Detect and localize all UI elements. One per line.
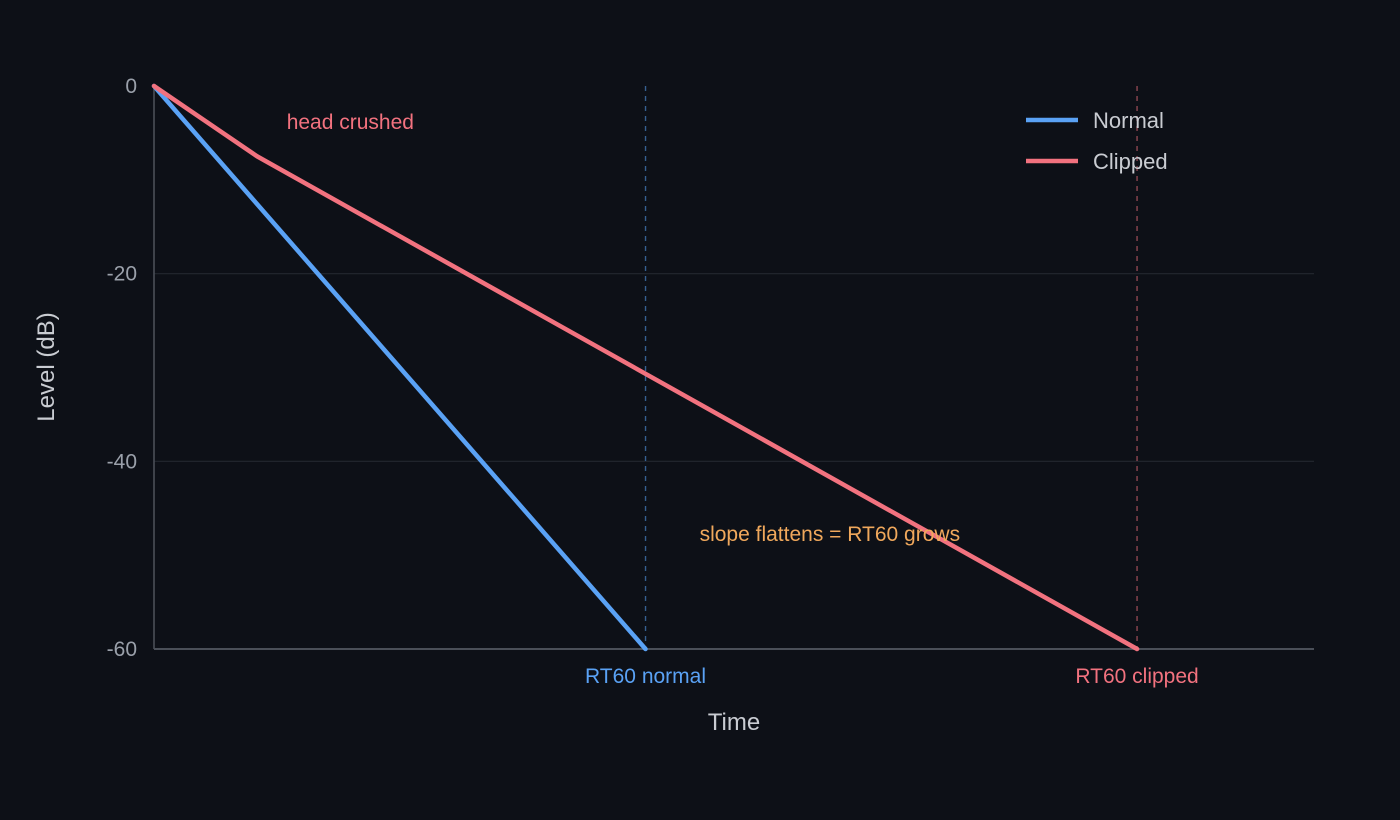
y-tick-label: 0 — [125, 75, 137, 98]
rt60-marker-label: RT60 normal — [585, 665, 706, 688]
chart-annotation: head crushed — [287, 111, 414, 134]
y-tick-label: -60 — [107, 638, 137, 661]
series-line-clipped — [151, 83, 1140, 652]
series-line-normal — [151, 83, 648, 652]
legend: Normal Clipped — [1026, 108, 1168, 174]
rt60-markers: RT60 normal RT60 clipped — [585, 86, 1199, 688]
series-lines — [151, 83, 1140, 652]
annotations: head crushed slope flattens = RT60 grows — [287, 111, 960, 546]
axes: 0 -20 -40 -60 — [107, 75, 1314, 661]
legend-label: Normal — [1093, 108, 1164, 133]
chart-annotation: slope flattens = RT60 grows — [700, 523, 961, 546]
rt60-marker-label: RT60 clipped — [1075, 665, 1198, 688]
grid-lines — [154, 273, 1314, 462]
y-axis-title: Level (dB) — [33, 312, 60, 421]
y-tick-label: -40 — [107, 450, 137, 473]
legend-label: Clipped — [1093, 149, 1168, 174]
x-axis-title: Time — [708, 709, 760, 736]
y-tick-label: -20 — [107, 263, 137, 286]
